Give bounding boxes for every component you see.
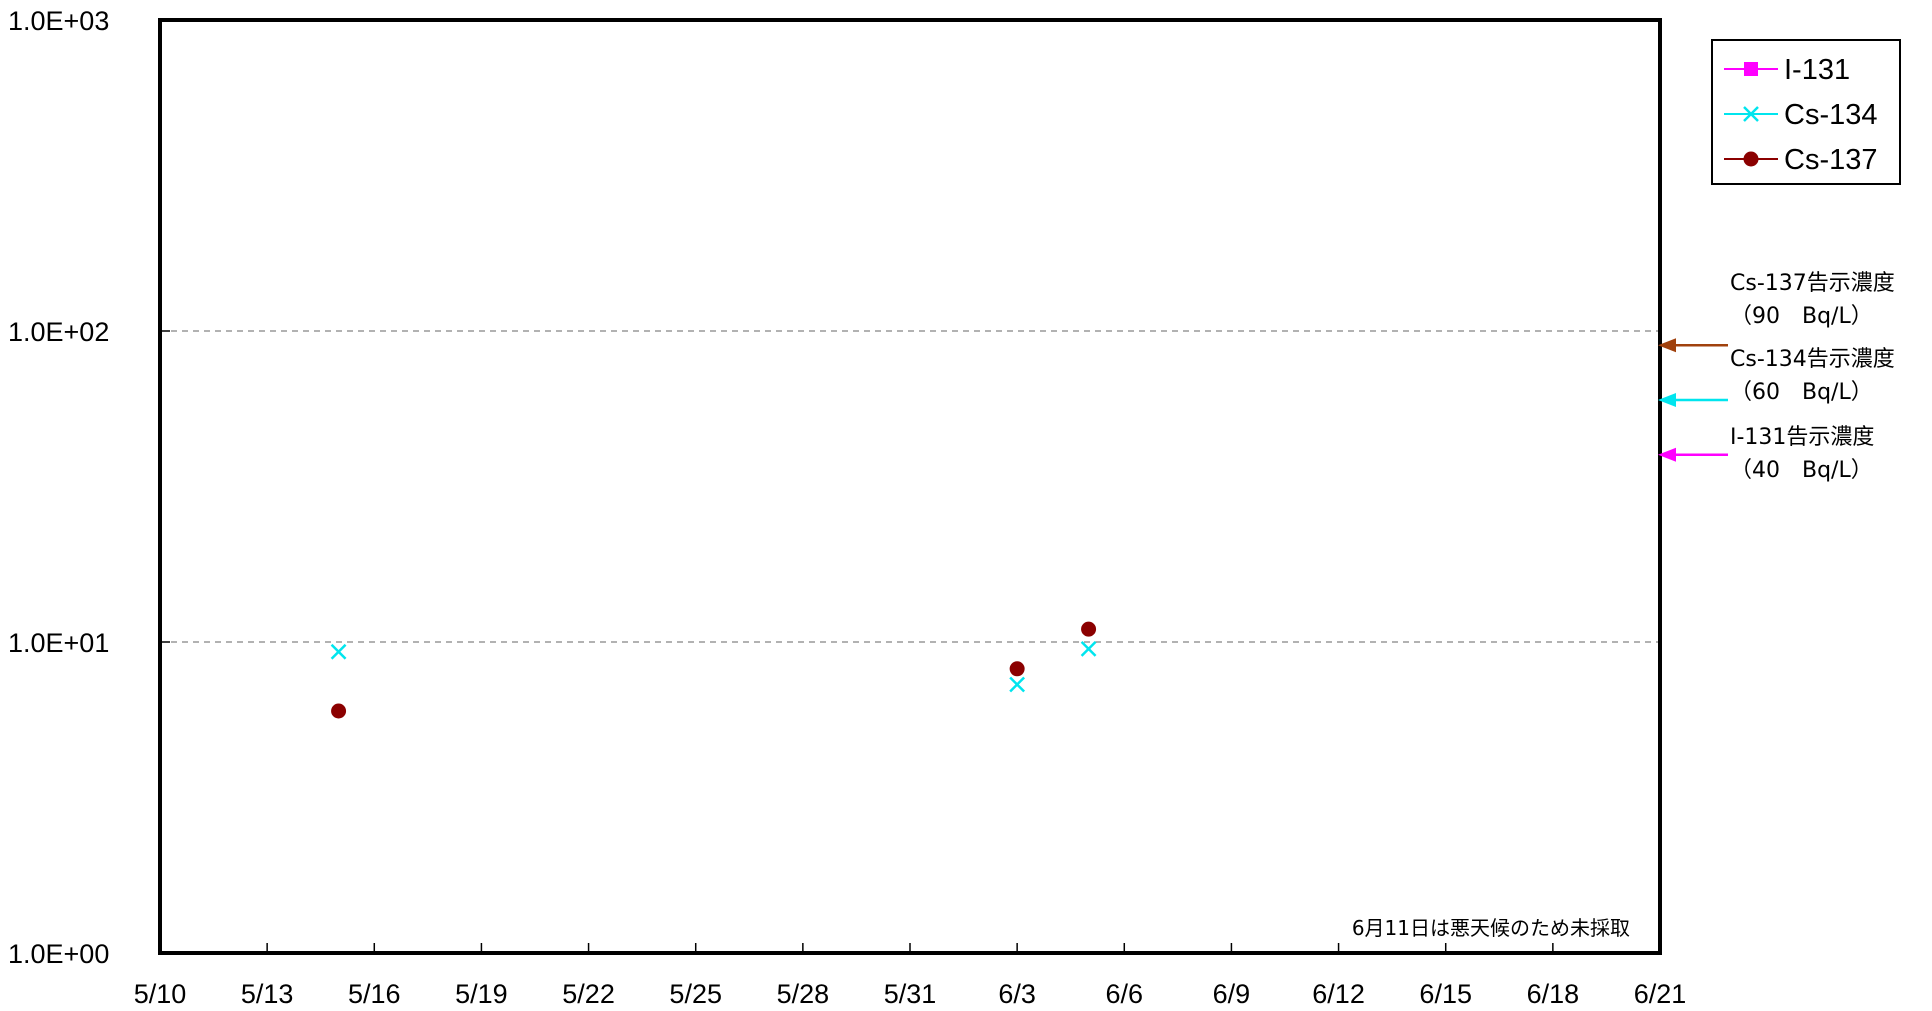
- reference-arrow-head: [1658, 392, 1676, 407]
- x-tick-label: 5/28: [777, 979, 830, 1009]
- y-tick-label: 1.0E+02: [8, 317, 109, 347]
- legend-marker: [1743, 106, 1759, 122]
- reference-value: （90 Bq/L）: [1730, 304, 1873, 329]
- legend-label: I-131: [1784, 54, 1850, 86]
- data-point-cs-134: [1080, 641, 1097, 657]
- plot-area-frame: [158, 18, 1662, 955]
- data-point-cs-137: [331, 703, 347, 719]
- x-tick-label: 6/21: [1634, 979, 1687, 1009]
- legend-marker: [1743, 151, 1759, 167]
- x-tick-label: 5/16: [348, 979, 401, 1009]
- x-tick-label: 6/3: [998, 979, 1036, 1009]
- legend: I-131 Cs-134 Cs-137: [1711, 39, 1901, 185]
- reference-value: （60 Bq/L）: [1730, 380, 1873, 405]
- x-tick-label: 5/31: [884, 979, 937, 1009]
- y-tick-label: 1.0E+00: [8, 939, 109, 969]
- legend-marker: [1744, 62, 1758, 76]
- y-tick-label: 1.0E+01: [8, 628, 109, 658]
- x-tick-label: 5/13: [241, 979, 294, 1009]
- data-point-cs-134: [330, 643, 347, 660]
- reference-arrow-head: [1658, 338, 1676, 353]
- x-tick-label: 6/12: [1312, 979, 1365, 1009]
- gridlines: [160, 330, 1660, 643]
- legend-label: Cs-134: [1784, 99, 1878, 131]
- reference-value: （40 Bq/L）: [1730, 458, 1873, 483]
- x-tick-label: 5/19: [455, 979, 508, 1009]
- x-tick-label: 6/9: [1213, 979, 1251, 1009]
- x-axis: 5/10 5/13 5/16 5/19 5/22 5/25 5/28 5/31 6/3 6/6 6/…: [134, 943, 1687, 1009]
- y-axis: 1.0E+00 1.0E+01 1.0E+02 1.0E+03: [8, 6, 170, 969]
- data-point-cs-137: [1009, 661, 1025, 677]
- y-tick-label: 1.0E+03: [8, 6, 109, 36]
- reference-label: Cs-134告示濃度: [1730, 347, 1895, 372]
- reference-label: I-131告示濃度: [1730, 425, 1874, 450]
- x-tick-label: 5/22: [562, 979, 615, 1009]
- reference-arrow-head: [1658, 447, 1676, 462]
- x-tick-label: 6/15: [1419, 979, 1472, 1009]
- data-points: [330, 621, 1097, 719]
- data-point-cs-134: [1009, 676, 1026, 693]
- chart-note: 6月11日は悪天候のため未採取: [1352, 916, 1630, 940]
- x-tick-label: 6/18: [1527, 979, 1580, 1009]
- x-tick-label: 5/10: [134, 979, 187, 1009]
- legend-label: Cs-137: [1784, 144, 1878, 176]
- reference-label: Cs-137告示濃度: [1730, 271, 1895, 296]
- x-tick-label: 5/25: [669, 979, 722, 1009]
- data-point-cs-137: [1081, 621, 1097, 637]
- x-tick-label: 6/6: [1106, 979, 1144, 1009]
- reference-levels: Cs-137告示濃度 （90 Bq/L） Cs-134告示濃度 （60 Bq/L） I-…: [1658, 271, 1895, 483]
